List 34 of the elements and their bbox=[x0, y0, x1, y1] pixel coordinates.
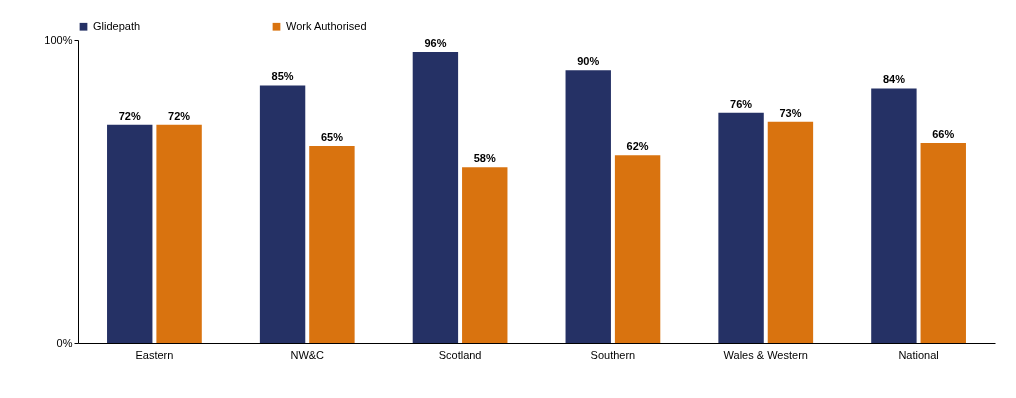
bar bbox=[920, 143, 966, 343]
y-tick-label: 100% bbox=[44, 33, 73, 46]
data-label: 58% bbox=[473, 152, 496, 165]
data-label: 84% bbox=[882, 73, 906, 86]
data-label: 72% bbox=[118, 109, 141, 122]
bar bbox=[718, 112, 764, 343]
x-tick-label: National bbox=[898, 348, 939, 361]
data-label: 72% bbox=[168, 109, 191, 122]
bar bbox=[107, 124, 153, 343]
bar bbox=[412, 52, 459, 343]
bar bbox=[767, 121, 814, 343]
legend-label: Glidepath bbox=[93, 19, 141, 32]
data-label: 90% bbox=[577, 55, 600, 68]
bar bbox=[259, 85, 306, 343]
bar bbox=[309, 146, 355, 343]
legend-label: Work Authorised bbox=[286, 19, 367, 32]
bar bbox=[614, 155, 661, 343]
data-label: 76% bbox=[730, 97, 753, 110]
x-tick-label: Scotland bbox=[438, 348, 482, 361]
bar bbox=[871, 88, 917, 343]
data-label: 96% bbox=[424, 37, 447, 50]
bar bbox=[565, 70, 611, 343]
data-label: 73% bbox=[779, 106, 802, 119]
x-tick-label: NW&C bbox=[290, 348, 325, 361]
bar bbox=[156, 124, 202, 343]
data-label: 65% bbox=[320, 131, 344, 144]
data-label: 62% bbox=[626, 140, 649, 153]
data-label: 85% bbox=[271, 70, 294, 83]
x-tick-label: Eastern bbox=[135, 348, 174, 361]
x-tick-label: Wales & Western bbox=[723, 348, 808, 361]
x-tick-label: Southern bbox=[590, 348, 636, 361]
y-tick-label: 0% bbox=[56, 336, 73, 349]
data-label: 66% bbox=[932, 128, 955, 141]
bar bbox=[462, 167, 508, 343]
